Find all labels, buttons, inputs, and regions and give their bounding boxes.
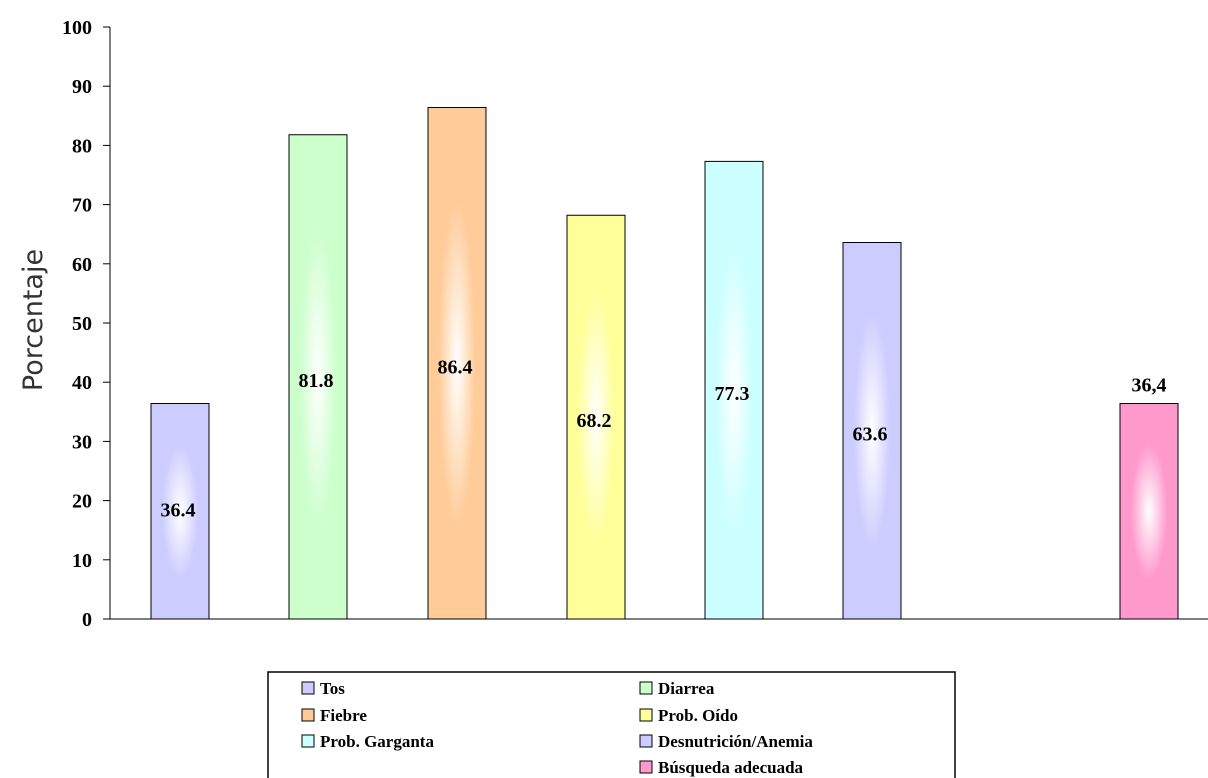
y-tick-label: 80 xyxy=(72,135,92,157)
y-axis-ticks: 0 10 20 30 40 50 60 70 80 90 100 xyxy=(62,17,110,631)
bar xyxy=(1119,403,1179,620)
legend-swatch xyxy=(639,681,653,695)
bar xyxy=(150,403,210,620)
legend-swatch xyxy=(301,734,315,748)
bar xyxy=(842,241,902,620)
legend-label: Búsqueda adecuada xyxy=(658,758,804,777)
data-label: 81.8 xyxy=(299,370,334,392)
legend-swatch xyxy=(301,708,315,722)
legend-label: Prob. Oído xyxy=(658,706,738,725)
legend-label: Prob. Garganta xyxy=(320,732,434,751)
y-tick-label: 30 xyxy=(72,431,92,453)
data-label: 36.4 xyxy=(161,499,196,521)
y-tick-label: 10 xyxy=(72,550,92,572)
data-label: 36,4 xyxy=(1132,375,1167,397)
y-tick-label: 20 xyxy=(72,491,92,513)
y-tick-label: 70 xyxy=(72,195,92,217)
y-tick-label: 50 xyxy=(72,313,92,335)
bars xyxy=(150,107,1179,620)
y-tick-label: 0 xyxy=(82,609,92,631)
legend-label: Tos xyxy=(320,679,345,698)
y-tick-label: 100 xyxy=(62,17,92,39)
legend-swatch xyxy=(639,760,653,774)
data-labels: 36.4 81.8 86.4 68.2 77.3 63.6 36,4 xyxy=(161,356,1167,521)
y-tick-label: 60 xyxy=(72,254,92,276)
legend-swatch xyxy=(639,734,653,748)
legend-label: Fiebre xyxy=(320,706,367,725)
legend-label: Diarrea xyxy=(658,679,715,698)
axes xyxy=(109,27,1208,620)
bar xyxy=(566,214,626,620)
legend-box xyxy=(267,671,956,778)
bar xyxy=(288,134,348,620)
data-label: 86.4 xyxy=(438,356,473,378)
data-label: 68.2 xyxy=(577,410,612,432)
legend-swatch xyxy=(639,708,653,722)
y-axis-label: Porcentaje xyxy=(18,249,49,391)
legend-label: Desnutrición/Anemia xyxy=(658,732,813,751)
y-tick-label: 40 xyxy=(72,372,92,394)
legend-swatch xyxy=(301,681,315,695)
legend: Tos Diarrea Fiebre Prob. Oído Prob. Garganta… xyxy=(267,671,956,778)
bar xyxy=(427,107,487,620)
data-label: 63.6 xyxy=(853,424,888,446)
y-tick-label: 90 xyxy=(72,76,92,98)
data-label: 77.3 xyxy=(715,383,750,405)
bar xyxy=(704,160,764,620)
